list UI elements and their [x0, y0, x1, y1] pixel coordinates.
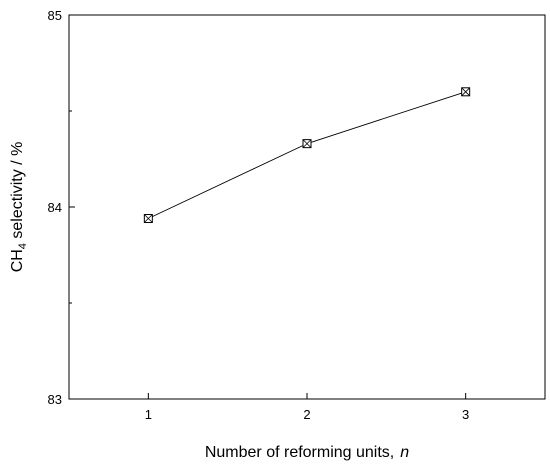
data-point [143, 214, 153, 224]
y-axis-title-prefix: CH [9, 249, 26, 272]
x-axis-title-text: Number of reforming units, [205, 444, 394, 461]
x-tick-label: 3 [462, 407, 469, 422]
y-axis-title: CH4 selectivity / % [9, 142, 29, 273]
y-axis-title-suffix: selectivity / % [9, 142, 26, 243]
y-tick-label: 83 [48, 392, 62, 407]
y-tick-label: 84 [48, 200, 62, 215]
data-point [302, 139, 312, 149]
data-point [461, 87, 471, 97]
data-series [143, 87, 471, 224]
y-tick-label: 85 [48, 8, 62, 23]
marker-cross [461, 87, 470, 97]
x-axis-variable: n [400, 444, 409, 461]
x-tick-label: 2 [303, 407, 310, 422]
marker-cross [144, 214, 153, 223]
marker-cross [302, 139, 312, 148]
x-tick-label: 1 [145, 407, 152, 422]
plot-axes: 1 2 3 83 84 85 [48, 8, 546, 422]
series-line [148, 91, 466, 219]
plot-frame [68, 14, 546, 400]
y-axis-title-subscript: 4 [17, 243, 29, 249]
x-axis-title: Number of reforming units, n [205, 444, 409, 461]
